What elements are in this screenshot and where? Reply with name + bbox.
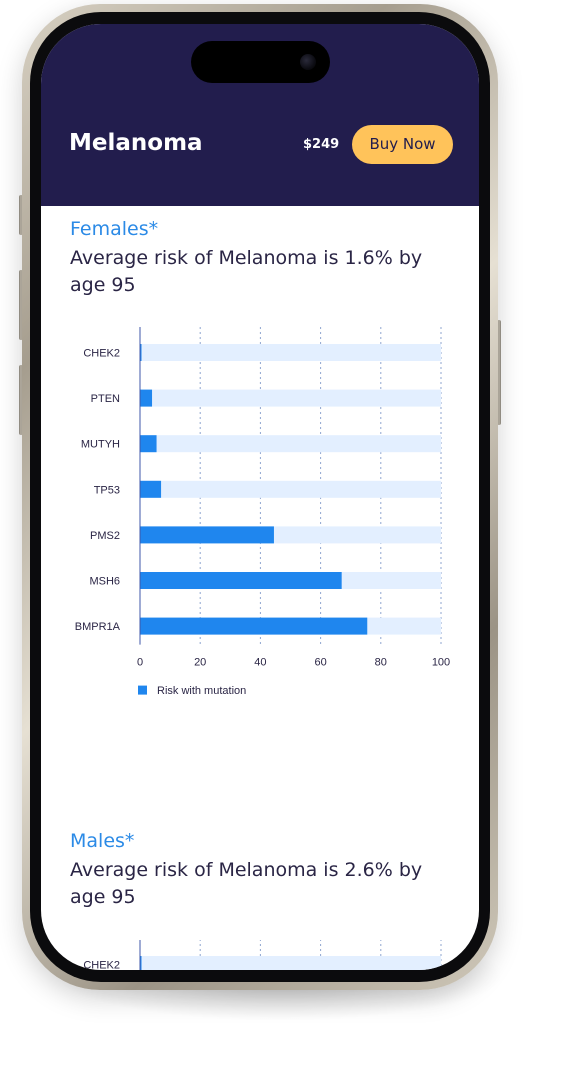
dynamic-island <box>191 41 330 83</box>
page-title: Melanoma <box>69 130 203 156</box>
males-section-label: Males* <box>70 830 135 852</box>
action-button <box>19 195 23 235</box>
phone-frame: Melanoma $249 Buy Now Females* Average r… <box>22 4 498 990</box>
power-button <box>497 320 501 425</box>
bar-pms2 <box>140 526 274 544</box>
females-risk-chart: CHEK2 PTEN MUTYH TP53 PMS2 MSH6 BMPR1A 0 20 40 60 8… <box>41 326 479 726</box>
females-section-label: Females* <box>70 218 159 240</box>
category-label: PMS2 <box>90 530 120 542</box>
phone-bezel: Melanoma $249 Buy Now Females* Average r… <box>30 12 490 982</box>
legend-swatch <box>138 685 147 695</box>
category-label: MUTYH <box>81 439 120 451</box>
app-screen: Melanoma $249 Buy Now Females* Average r… <box>41 24 479 970</box>
x-tick-label: 60 <box>314 657 326 669</box>
category-label: BMPR1A <box>75 621 121 633</box>
bar-pten <box>140 389 153 407</box>
females-risk-chart-svg: CHEK2 PTEN MUTYH TP53 PMS2 MSH6 BMPR1A 0 20 40 60 8… <box>75 327 450 697</box>
volume-down-button <box>19 365 23 435</box>
x-tick-label: 0 <box>137 657 143 669</box>
x-tick-label: 100 <box>432 657 450 669</box>
bar-tp53 <box>140 480 162 498</box>
bar-chek2 <box>140 956 142 970</box>
bar-track <box>140 435 441 453</box>
category-label: CHEK2 <box>83 960 120 971</box>
bar-track <box>140 389 441 407</box>
bar-chek2 <box>140 344 142 361</box>
x-tick-label: 20 <box>194 657 206 669</box>
price-label: $249 <box>303 137 340 152</box>
category-label: MSH6 <box>89 576 120 588</box>
category-label: CHEK2 <box>83 348 120 360</box>
camera-icon <box>300 54 316 70</box>
bar-track <box>140 956 441 970</box>
app-header: Melanoma $249 Buy Now <box>41 24 479 206</box>
category-label: PTEN <box>91 393 120 405</box>
bar-track <box>140 480 441 498</box>
bar-bmpr1a <box>140 617 368 635</box>
bar-mutyh <box>140 435 157 453</box>
x-tick-label: 40 <box>254 657 266 669</box>
males-risk-summary: Average risk of Melanoma is 2.6% by age … <box>70 859 423 908</box>
volume-up-button <box>19 270 23 340</box>
bar-track <box>140 344 441 361</box>
x-tick-label: 80 <box>375 657 387 669</box>
category-label: TP53 <box>94 484 120 496</box>
bar-msh6 <box>140 572 342 589</box>
males-risk-chart-svg: CHEK2 <box>83 940 442 971</box>
females-risk-summary: Average risk of Melanoma is 1.6% by age … <box>70 247 423 296</box>
legend-label: Risk with mutation <box>157 685 246 697</box>
males-risk-chart: CHEK2 <box>41 940 479 970</box>
buy-now-button[interactable]: Buy Now <box>352 125 453 164</box>
results-content[interactable]: Females* Average risk of Melanoma is 1.6… <box>41 206 479 970</box>
